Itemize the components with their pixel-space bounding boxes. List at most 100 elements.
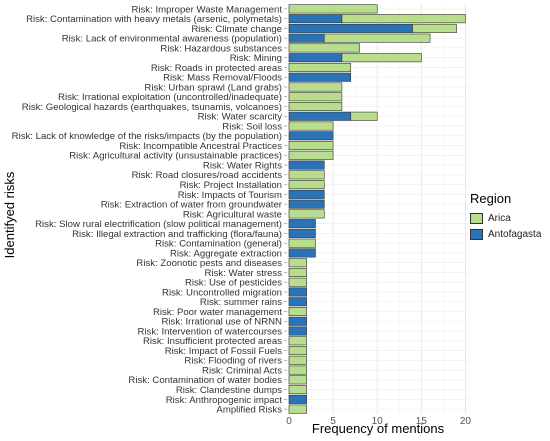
- x-tick-labels: 0 5 10 15 20: [286, 416, 471, 427]
- y-tick-label: Risk: Use of pesticides: [185, 278, 282, 289]
- bar-arica: [288, 346, 307, 356]
- bar-antofagasta: [288, 111, 352, 121]
- bar-antofagasta: [288, 33, 325, 43]
- y-tick-label: Risk: Zoonotic pests and diseases: [136, 258, 282, 269]
- bar-arica: [341, 14, 466, 24]
- y-tick-label: Risk: Intervention of watercourses: [137, 326, 282, 337]
- y-tick-label: Risk: Project Installation: [180, 180, 282, 191]
- bar-antofagasta: [288, 394, 307, 404]
- y-tick-label: Risk: Contamination (general): [155, 239, 282, 250]
- y-tick-label: Risk: Incompatible Ancestral Practices: [119, 141, 282, 152]
- y-tick-label: Risk: Agricultural waste: [183, 209, 282, 220]
- bar-antofagasta: [288, 189, 325, 199]
- plot-panel: [287, 4, 469, 414]
- y-tick-label: Risk: Insufficient protected areas: [143, 336, 282, 347]
- y-tick-label: Risk: Water stress: [205, 268, 283, 279]
- bar-antofagasta: [288, 14, 343, 24]
- x-tick-label: 15: [416, 416, 428, 427]
- x-axis-title: Frequency of mentions: [312, 421, 445, 436]
- y-tick-label: Risk: Water Rights: [203, 160, 282, 171]
- bar-arica: [350, 111, 378, 121]
- y-tick-label: Risk: Lack of knowledge of the risks/imp…: [12, 131, 282, 142]
- bar-arica: [288, 404, 307, 414]
- bar-antofagasta: [288, 287, 307, 297]
- bar-arica: [288, 92, 343, 102]
- bar-antofagasta: [288, 23, 413, 33]
- bar-arica: [288, 170, 325, 180]
- bar-arica: [288, 150, 334, 160]
- bar-arica: [288, 180, 325, 190]
- y-tick-label: Risk: Geological hazards (earthquakes, t…: [22, 102, 282, 113]
- legend-label-arica: Arica: [488, 212, 511, 224]
- y-tick-label: Risk: Urban sprawl (Land grabs): [144, 82, 282, 93]
- bar-antofagasta: [288, 326, 307, 336]
- bar-arica: [288, 365, 307, 375]
- y-axis-title: Identifyed risks: [2, 171, 17, 258]
- y-tick-label: Risk: Agricultural activity (unsustainab…: [69, 151, 282, 162]
- x-tick-label: 10: [372, 416, 384, 427]
- bar-arica: [288, 336, 307, 346]
- bar-antofagasta: [288, 316, 307, 326]
- bar-antofagasta: [288, 72, 352, 82]
- y-tick-label: Risk: Contamination of water bodies: [128, 375, 282, 386]
- y-tick-label: Risk: Slow rural electrification (slow p…: [35, 219, 282, 230]
- bar-arica: [288, 102, 343, 111]
- y-tick-label: Risk: Extraction of water from groundwat…: [101, 200, 283, 211]
- bars-group: [288, 4, 466, 414]
- legend-item-antofagasta: Antofagasta: [470, 226, 550, 242]
- y-tick-label: Risk: Uncontrolled migration: [162, 287, 282, 298]
- y-tick-label: Risk: Criminal Acts: [202, 365, 282, 376]
- y-tick-label: Risk: Improper Waste Management: [131, 4, 282, 15]
- y-tick-label: Risk: Poor water management: [153, 307, 282, 318]
- legend-title: Region: [470, 191, 512, 206]
- bar-arica: [288, 277, 307, 287]
- y-tick-label: Amplified Risks: [216, 405, 282, 416]
- y-tick-label: Risk: Hazardous substances: [160, 43, 282, 54]
- bar-arica: [288, 209, 325, 219]
- bar-arica: [288, 385, 307, 395]
- y-tick-label: Risk: Illegal extraction and trafficking…: [72, 229, 282, 240]
- x-tick-label: 0: [286, 416, 292, 427]
- y-tick-label: Risk: Climate change: [191, 24, 282, 35]
- y-tick-label: Risk: Impact of Fossil Fuels: [165, 346, 282, 357]
- y-tick-label: Risk: Irrational exploitation (uncontrol…: [58, 92, 282, 103]
- legend-label-antofagasta: Antofagasta: [488, 228, 542, 240]
- bar-arica: [288, 141, 334, 151]
- bar-antofagasta: [288, 228, 316, 238]
- y-tick-label: Risk: Clandestine dumps: [176, 385, 282, 396]
- y-tick-label: Risk: Water scarcity: [198, 112, 283, 123]
- y-tick-label: Risk: Mining: [230, 53, 282, 64]
- y-tick-label: Risk: Mass Removal/Floods: [163, 73, 282, 84]
- x-tick-label: 20: [460, 416, 472, 427]
- bar-antofagasta: [288, 53, 343, 63]
- bar-arica: [288, 238, 316, 248]
- legend-swatch-antofagasta: [470, 228, 483, 240]
- bar-antofagasta: [288, 199, 325, 209]
- bar-antofagasta: [288, 131, 334, 141]
- bar-arica: [412, 23, 457, 33]
- bar-arica: [288, 62, 352, 72]
- bar-arica: [288, 267, 307, 277]
- y-tick-label: Risk: Flooding of rivers: [184, 356, 282, 367]
- bar-arica: [288, 258, 307, 268]
- bar-antofagasta: [288, 160, 325, 170]
- y-tick-label: Risk: summer rains: [200, 297, 282, 308]
- legend-swatch-arica: [470, 212, 483, 224]
- legend-item-arica: Arica: [470, 210, 550, 226]
- y-tick-label: Risk: Contamination with heavy metals (a…: [26, 14, 282, 25]
- bar-arica: [288, 375, 307, 385]
- bar-arica: [288, 43, 360, 53]
- x-tick-label: 5: [330, 416, 336, 427]
- bar-arica: [288, 307, 307, 316]
- bar-arica: [288, 121, 334, 131]
- y-tick-label: Risk: Roads in protected areas: [151, 63, 282, 74]
- y-tick-label: Risk: Lack of environmental awareness (p…: [62, 34, 282, 45]
- y-tick-label: Risk: Road closures/road accidents: [132, 170, 283, 181]
- bar-arica: [341, 53, 422, 63]
- y-tick-label: Risk: Impacts of Tourism: [178, 190, 282, 201]
- bar-antofagasta: [288, 248, 316, 258]
- bar-antofagasta: [288, 219, 316, 229]
- bar-arica: [288, 355, 307, 365]
